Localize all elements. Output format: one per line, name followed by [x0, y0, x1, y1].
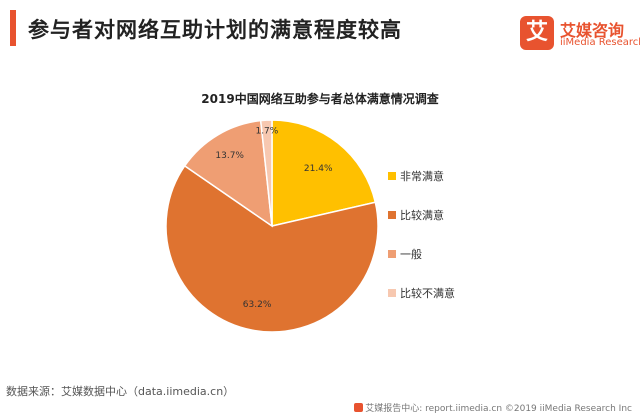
chart-legend: 非常满意 比较满意 一般 比较不满意: [388, 168, 538, 324]
legend-swatch: [388, 250, 396, 258]
slice-dissatisfied: [259, 119, 273, 227]
legend-label: 一般: [400, 248, 422, 261]
logo-name: 艾媒咨询: [560, 21, 625, 40]
brand-logo: 艾 艾媒咨询 iiMedia Research: [520, 16, 640, 50]
label-dissatisfied: 1.7%: [255, 127, 278, 137]
legend-swatch: [388, 211, 396, 219]
title-accent-bar: [10, 10, 16, 46]
legend-label: 比较不满意: [400, 287, 455, 300]
page-title: 参与者对网络互助计划的满意程度较高: [28, 18, 402, 42]
footer-logo-icon: [354, 403, 364, 412]
label-neutral: 13.7%: [215, 151, 244, 161]
legend-label: 非常满意: [400, 170, 444, 183]
legend-item-very-satisfied: 非常满意: [388, 168, 538, 186]
label-satisfied: 63.2%: [243, 300, 272, 310]
data-source-note: 数据来源：艾媒数据中心（data.iimedia.cn）: [6, 385, 235, 398]
slice-neutral: [183, 119, 273, 228]
chart-title: 2019中国网络互助参与者总体满意情况调查: [201, 92, 439, 106]
legend-swatch: [388, 172, 396, 180]
legend-item-dissatisfied: 比较不满意: [388, 285, 538, 303]
legend-swatch: [388, 289, 396, 297]
legend-item-satisfied: 比较满意: [388, 207, 538, 225]
footer-text: 艾媒报告中心: report.iimedia.cn ©2019 iiMedia …: [365, 404, 632, 414]
legend-item-neutral: 一般: [388, 246, 538, 264]
slice-satisfied: [165, 164, 379, 333]
slice-very-satisfied: [271, 119, 377, 227]
label-very-satisfied: 21.4%: [304, 164, 333, 174]
logo-mark-icon: 艾: [520, 16, 554, 50]
legend-label: 比较满意: [400, 209, 444, 222]
logo-subtitle: iiMedia Research: [560, 37, 640, 48]
footer-note: 艾媒报告中心: report.iimedia.cn ©2019 iiMedia …: [354, 401, 632, 414]
